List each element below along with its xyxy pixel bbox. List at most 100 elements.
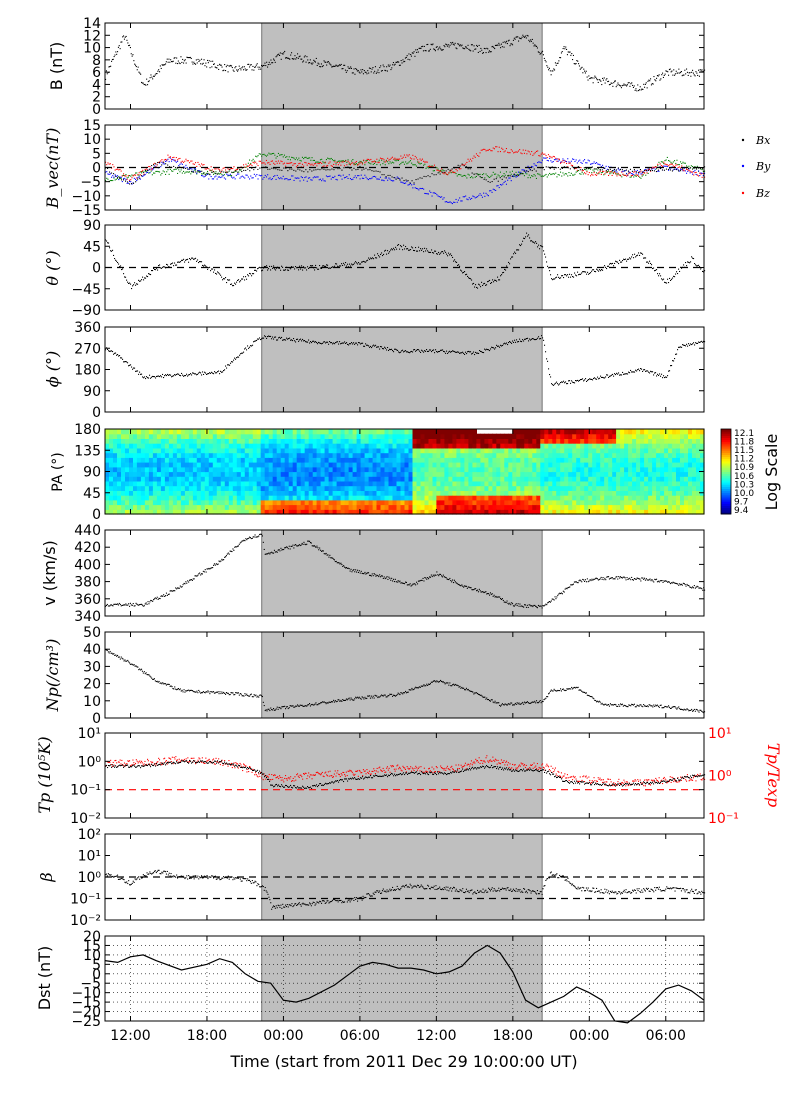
point-Bgreen bbox=[399, 164, 401, 166]
pa-cell bbox=[416, 509, 422, 515]
point-B bbox=[442, 49, 444, 51]
pa-cell bbox=[608, 471, 613, 477]
pa-cell bbox=[680, 504, 685, 510]
pa-cell bbox=[396, 466, 402, 473]
pa-cell bbox=[624, 480, 629, 487]
point-B bbox=[500, 43, 502, 45]
pa-cell bbox=[628, 471, 633, 477]
pa-cell bbox=[508, 471, 513, 477]
pa-cell bbox=[672, 433, 677, 439]
pa-cell bbox=[348, 495, 354, 501]
point-Bgreen bbox=[702, 170, 704, 172]
pa-cell bbox=[296, 509, 302, 515]
pa-cell bbox=[648, 447, 653, 454]
pa-cell bbox=[512, 485, 517, 491]
point-B bbox=[231, 67, 233, 69]
pa-cell bbox=[121, 447, 126, 454]
pa-cell bbox=[412, 471, 418, 477]
pa-cell bbox=[584, 447, 589, 454]
pa-cell bbox=[460, 452, 465, 458]
pa-cell bbox=[476, 457, 481, 463]
point-Bz bbox=[189, 162, 191, 164]
point-Bgreen bbox=[642, 174, 644, 176]
pa-cell bbox=[140, 495, 146, 501]
point-Bz bbox=[277, 160, 279, 162]
pa-cell bbox=[228, 509, 234, 515]
point-Bz bbox=[268, 162, 270, 164]
pa-cell bbox=[260, 466, 266, 473]
point-Bgreen bbox=[414, 164, 416, 166]
pa-cell bbox=[428, 438, 434, 444]
point-B bbox=[342, 68, 344, 70]
pa-cell bbox=[636, 471, 641, 477]
point-By bbox=[588, 160, 590, 162]
point-By bbox=[319, 178, 321, 180]
point-Bx bbox=[143, 171, 145, 173]
pa-cell bbox=[113, 466, 118, 473]
pa-cell bbox=[308, 457, 314, 463]
point-B bbox=[259, 66, 261, 68]
point-Bgreen bbox=[131, 174, 133, 176]
point-Bgreen bbox=[563, 174, 565, 176]
point-B bbox=[272, 62, 274, 64]
pa-cell bbox=[612, 504, 617, 510]
pa-cell bbox=[652, 429, 657, 435]
pa-cell bbox=[208, 452, 214, 458]
pa-cell bbox=[476, 452, 481, 458]
pa-cell bbox=[228, 480, 234, 487]
point-Bz bbox=[205, 168, 207, 170]
pa-cell bbox=[552, 476, 557, 482]
point-Bz bbox=[382, 158, 384, 160]
point-Bz bbox=[348, 162, 350, 164]
pa-cell bbox=[616, 485, 621, 491]
pa-cell bbox=[244, 443, 250, 449]
pa-cell bbox=[596, 485, 601, 491]
pa-cell bbox=[440, 433, 445, 439]
pa-cell bbox=[540, 499, 545, 506]
pa-cell bbox=[444, 429, 449, 435]
pa-cell bbox=[576, 504, 581, 510]
pa-cell bbox=[572, 490, 577, 496]
point-B bbox=[195, 59, 197, 61]
point-B bbox=[293, 58, 295, 60]
point-B bbox=[628, 82, 630, 84]
pa-cell bbox=[440, 466, 445, 473]
pa-cell bbox=[412, 490, 418, 496]
pa-cell bbox=[152, 504, 158, 510]
pa-cell bbox=[160, 433, 166, 439]
point-B bbox=[631, 82, 633, 84]
pa-cell bbox=[248, 485, 254, 491]
point-B bbox=[500, 47, 502, 49]
point-Bgreen bbox=[205, 172, 207, 174]
point-By bbox=[358, 175, 360, 177]
pa-cell bbox=[632, 485, 637, 491]
pa-cell bbox=[700, 466, 705, 473]
pa-cell bbox=[676, 462, 681, 468]
point-Bz bbox=[608, 174, 610, 176]
pa-cell bbox=[400, 462, 406, 468]
point-Bgreen bbox=[560, 171, 562, 173]
point-B bbox=[378, 72, 380, 74]
pa-cell bbox=[460, 462, 465, 468]
pa-cell bbox=[412, 466, 418, 473]
pa-cell bbox=[528, 447, 533, 454]
point-B bbox=[465, 46, 467, 48]
point-Bz bbox=[621, 171, 623, 173]
point-B bbox=[159, 65, 161, 67]
pa-cell bbox=[304, 471, 310, 477]
point-B bbox=[446, 44, 448, 46]
point-Bz bbox=[363, 159, 365, 161]
point-Bgreen bbox=[419, 163, 421, 165]
pa-cell bbox=[616, 438, 621, 444]
pa-cell bbox=[520, 504, 525, 510]
pa-cell bbox=[192, 429, 198, 435]
point-By bbox=[603, 167, 605, 169]
point-Bz bbox=[361, 163, 363, 165]
pa-cell bbox=[652, 499, 657, 506]
pa-cell bbox=[204, 490, 210, 496]
point-Bgreen bbox=[493, 173, 495, 175]
pa-cell bbox=[576, 509, 581, 515]
pa-cell bbox=[684, 433, 689, 439]
pa-cell bbox=[160, 499, 166, 506]
pa-cell bbox=[256, 499, 262, 506]
